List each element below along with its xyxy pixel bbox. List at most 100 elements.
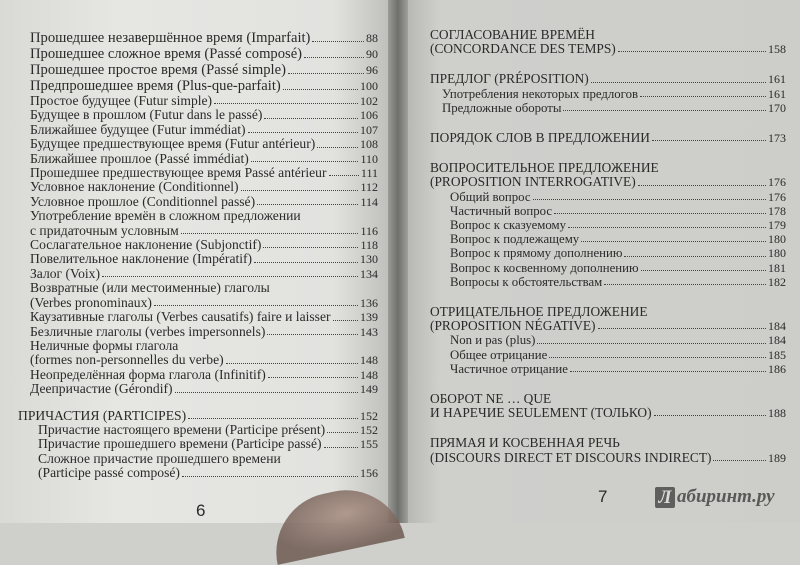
toc-page-number: 176 bbox=[768, 189, 786, 204]
toc-entry: Ближайшее будущее (Futur immédiat) 107 bbox=[18, 121, 378, 137]
dot-leader bbox=[153, 305, 358, 307]
dot-leader bbox=[332, 319, 358, 321]
dot-leader bbox=[254, 261, 358, 263]
toc-page-number: 149 bbox=[360, 382, 378, 397]
toc-heading: ПОРЯДОК СЛОВ В ПРЕДЛОЖЕНИИ 173 bbox=[430, 130, 786, 145]
toc-page-number: 96 bbox=[366, 63, 378, 77]
toc-page-number: 186 bbox=[768, 361, 786, 376]
toc-entry-title: ПРЕДЛОГ (PRÉPOSITION) bbox=[430, 71, 589, 87]
toc-heading: СОГЛАСОВАНИЕ ВРЕМЁН bbox=[430, 27, 786, 42]
dot-leader bbox=[317, 146, 358, 148]
toc-page-number: 176 bbox=[768, 175, 786, 190]
toc-entry: Условное прошлое (Conditionnel passé) 114 bbox=[18, 193, 378, 209]
toc-entry: Причастие настоящего времени (Participe … bbox=[18, 422, 378, 437]
toc-entry-title: Будущее в прошлом (Futur dans le passé) bbox=[30, 107, 263, 123]
toc-entry: Каузативные глаголы (Verbes causatifs) f… bbox=[18, 309, 378, 325]
toc-entry-title: ОБОРОТ NE … QUE bbox=[430, 391, 552, 407]
toc-entry-title: (DISCOURS DIRECT ET DISCOURS INDIRECT) bbox=[430, 449, 712, 465]
toc-entry-title: ОТРИЦАТЕЛЬНОЕ ПРЕДЛОЖЕНИЕ bbox=[430, 304, 648, 320]
toc-heading: (PROPOSITION NÉGATIVE) 184 bbox=[430, 319, 786, 334]
toc-entry: Деепричастие (Gérondif) 149 bbox=[18, 381, 378, 397]
toc-entry: Условное наклонение (Conditionnel) 112 bbox=[18, 179, 378, 195]
toc-entry: Вопрос к косвенному дополнению 181 bbox=[430, 261, 786, 275]
toc-entry: Будущее в прошлом (Futur dans le passé) 1… bbox=[18, 107, 378, 123]
toc-entry: (formes non-personnelles du verbe) 148 bbox=[18, 352, 378, 368]
toc-page-number: 116 bbox=[360, 223, 378, 238]
toc-page-number: 90 bbox=[366, 47, 378, 61]
dot-leader bbox=[617, 51, 766, 53]
toc-entry-title: Предложные обороты bbox=[442, 100, 562, 115]
dot-leader bbox=[549, 356, 766, 358]
toc-heading: ВОПРОСИТЕЛЬНОЕ ПРЕДЛОЖЕНИЕ bbox=[430, 161, 786, 175]
toc-page-number: 100 bbox=[360, 79, 378, 93]
toc-entry-title: Вопрос к косвенному дополнению bbox=[450, 260, 639, 275]
toc-page-number: 184 bbox=[768, 333, 786, 348]
dot-leader bbox=[537, 342, 766, 344]
toc-page-number: 134 bbox=[360, 266, 378, 281]
toc-page-number: 152 bbox=[360, 422, 378, 437]
toc-page-number: 182 bbox=[768, 274, 786, 289]
dot-leader bbox=[640, 95, 766, 97]
toc-entry-title: Ближайшее будущее (Futur immédiat) bbox=[30, 121, 246, 137]
toc-page-number: 118 bbox=[360, 238, 378, 253]
toc-entry-title: ПРИЧАСТИЯ (PARTICIPES) bbox=[18, 407, 187, 423]
page-number-right: 7 bbox=[598, 487, 608, 506]
dot-leader bbox=[590, 81, 766, 83]
dot-leader bbox=[267, 333, 358, 335]
toc-entry: Будущее предшествующее время (Futur anté… bbox=[18, 136, 378, 152]
toc-entry: с придаточным условным 116 bbox=[18, 223, 378, 238]
toc-heading: ОТРИЦАТЕЛЬНОЕ ПРЕДЛОЖЕНИЕ bbox=[430, 304, 786, 320]
toc-entry-title: Будущее предшествующее время (Futur anté… bbox=[30, 136, 316, 152]
toc-entry-title: ВОПРОСИТЕЛЬНОЕ ПРЕДЛОЖЕНИЕ bbox=[430, 160, 659, 176]
toc-heading: И НАРЕЧИЕ SEULEMENT (ТОЛЬКО) 188 bbox=[430, 406, 786, 421]
toc-entry: Залог (Voix) 134 bbox=[18, 265, 378, 281]
toc-entry-title: Условное наклонение (Conditionnel) bbox=[30, 179, 239, 195]
book-spine bbox=[388, 0, 410, 523]
toc-page-number: 189 bbox=[768, 450, 786, 465]
toc-entry: (Verbes pronominaux) 136 bbox=[18, 295, 378, 310]
toc-heading: ОБОРОТ NE … QUE bbox=[430, 391, 786, 407]
toc-entry-title: Условное прошлое (Conditionnel passé) bbox=[30, 193, 256, 209]
toc-entry-title: Прошедшее сложное время (Passé composé) bbox=[30, 46, 303, 62]
toc-page-number: 152 bbox=[360, 408, 378, 423]
toc-entry-title: ПРЯМАЯ И КОСВЕННАЯ РЕЧЬ bbox=[430, 435, 620, 451]
toc-page-number: 148 bbox=[360, 353, 378, 368]
toc-entry: Вопросы к обстоятельствам 182 bbox=[430, 275, 786, 289]
toc-entry-title: Ближайшее прошлое (Passé immédiat) bbox=[30, 150, 249, 166]
toc-entry: Простое будущее (Futur simple) 102 bbox=[18, 93, 378, 108]
toc-page-number: 112 bbox=[360, 180, 378, 195]
toc-entry-title: Залог (Voix) bbox=[30, 265, 101, 281]
toc-page-number: 111 bbox=[360, 166, 378, 181]
toc-page-number: 161 bbox=[768, 72, 786, 87]
toc-entry: Причастие прошедшего времени (Participe … bbox=[18, 436, 378, 451]
toc-page-number: 130 bbox=[360, 252, 378, 267]
dot-leader bbox=[323, 446, 358, 448]
toc-entry-title: Возвратные (или местоименные) глаголы bbox=[30, 280, 270, 296]
toc-entry-title: (Participe passé composé) bbox=[38, 465, 180, 481]
toc-page-number: 148 bbox=[360, 367, 378, 382]
toc-entry-title: Non и pas (plus) bbox=[450, 333, 536, 348]
labirint-logo-icon: Л bbox=[655, 486, 675, 508]
dot-leader bbox=[713, 459, 766, 461]
toc-page-number: 179 bbox=[768, 218, 786, 233]
toc-page-number: 107 bbox=[360, 122, 378, 137]
section-gap bbox=[430, 145, 786, 161]
dot-leader bbox=[554, 213, 766, 215]
dot-leader bbox=[257, 204, 359, 206]
toc-page-number: 156 bbox=[360, 466, 378, 481]
toc-entry-title: Прошедшее простое время (Passé simple) bbox=[30, 62, 286, 78]
toc-entry: Прошедшее предшествующее время Passé ant… bbox=[18, 165, 378, 181]
section-gap bbox=[430, 56, 786, 72]
toc-entry-title: Употребления некоторых предлогов bbox=[442, 86, 639, 101]
toc-entry: Употребления некоторых предлогов 161 bbox=[430, 87, 786, 101]
toc-entry: Частичное отрицание 186 bbox=[430, 362, 786, 376]
toc-entry-title: Каузативные глаголы (Verbes causatifs) f… bbox=[30, 309, 331, 325]
dot-leader bbox=[264, 117, 358, 119]
toc-page-number: 158 bbox=[768, 42, 786, 57]
toc-entry: Сослагательное наклонение (Subjonctif) 11… bbox=[18, 237, 378, 253]
toc-entry-title: Прошедшее предшествующее время Passé ant… bbox=[30, 165, 327, 181]
section-gap bbox=[18, 397, 378, 409]
toc-page-number: 143 bbox=[360, 324, 378, 339]
toc-page-number: 178 bbox=[768, 203, 786, 218]
toc-entry-title: Употребление времён в сложном предложени… bbox=[30, 208, 301, 224]
